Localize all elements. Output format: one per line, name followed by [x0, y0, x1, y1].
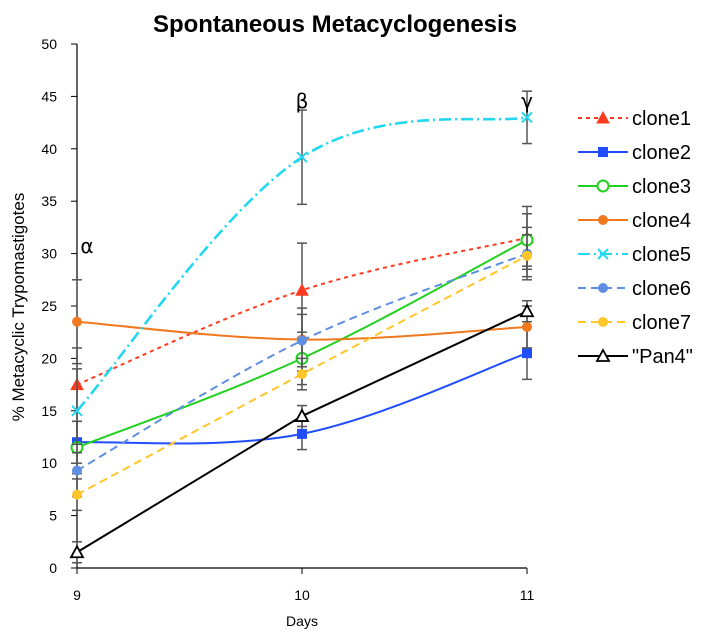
data-point — [522, 250, 532, 261]
legend-label: clone3 — [632, 176, 691, 198]
legend-swatch-marker — [595, 348, 611, 362]
chart-title: Spontaneous Metacyclogenesis — [153, 11, 517, 38]
y-tick-label: 35 — [41, 193, 57, 209]
data-point — [72, 489, 82, 500]
legend-label: clone2 — [632, 142, 691, 164]
data-point — [294, 408, 310, 422]
y-tick-label: 10 — [41, 455, 57, 471]
annotation-label: α — [80, 234, 93, 258]
y-axis-label: % Metacyclic Trypomastigotes — [9, 193, 28, 422]
legend-swatch-marker — [597, 248, 609, 260]
legend-item: clone2 — [578, 142, 691, 164]
x-tick-label: 11 — [520, 587, 535, 603]
data-point — [296, 151, 308, 163]
x-tick-label: 10 — [294, 587, 310, 603]
annotation-label: β — [296, 89, 309, 113]
series-7 — [72, 233, 532, 512]
data-point — [72, 465, 82, 476]
series-5 — [71, 90, 533, 454]
legend-swatch-marker — [596, 179, 610, 193]
series-line — [76, 116, 528, 412]
legend-swatch-marker — [596, 110, 610, 124]
series-line — [76, 254, 528, 496]
legend-label: clone7 — [632, 312, 691, 334]
data-point — [295, 283, 309, 296]
data-point — [297, 369, 307, 380]
legend-item: clone5 — [578, 244, 691, 266]
data-point — [297, 335, 307, 346]
axes: 0 5 10 15 20 25 30 35 40 45 50 9 10 11 — [41, 36, 534, 603]
series-layer — [69, 90, 535, 564]
series-8 — [69, 300, 535, 564]
series-line — [76, 236, 528, 386]
y-tick-label: 25 — [41, 298, 57, 314]
legend-item: clone4 — [578, 210, 691, 232]
data-point — [72, 316, 82, 327]
x-tick-label: 9 — [73, 587, 81, 603]
legend-item: clone6 — [578, 278, 691, 300]
data-point — [71, 405, 83, 417]
data-point — [297, 428, 307, 439]
annotations: α β γ — [80, 89, 533, 258]
y-tick-label: 50 — [41, 36, 57, 52]
legend-item: clone3 — [578, 176, 691, 198]
legend-swatch-marker — [598, 215, 608, 225]
legend-item: clone7 — [578, 312, 691, 334]
y-tick-label: 20 — [41, 350, 57, 366]
legend-label: clone1 — [632, 108, 691, 130]
y-tick-label: 5 — [49, 508, 57, 524]
data-point — [521, 111, 533, 124]
y-tick-label: 15 — [41, 403, 57, 419]
legend-swatch-marker — [598, 317, 608, 327]
data-point — [69, 544, 85, 559]
annotation-label: γ — [521, 89, 533, 113]
legend-label: clone6 — [632, 278, 691, 300]
legend-swatch-marker — [598, 147, 608, 157]
legend-item: "Pan4" — [578, 346, 693, 368]
legend: clone1 clone2 clone3 clone4 clone5 clone6 clon… — [578, 108, 693, 368]
y-tick-label: 30 — [41, 246, 57, 262]
y-tick-label: 0 — [49, 560, 57, 576]
legend-item: clone1 — [578, 108, 691, 130]
x-axis-label: Days — [286, 613, 318, 629]
data-point — [519, 303, 535, 318]
legend-swatch-marker — [598, 283, 608, 293]
y-tick-label: 40 — [41, 141, 57, 157]
data-point — [522, 348, 532, 359]
legend-label: clone4 — [632, 210, 691, 232]
legend-label: "Pan4" — [632, 346, 693, 368]
legend-label: clone5 — [632, 244, 691, 266]
data-point — [522, 321, 532, 332]
y-tick-label: 45 — [41, 88, 57, 104]
